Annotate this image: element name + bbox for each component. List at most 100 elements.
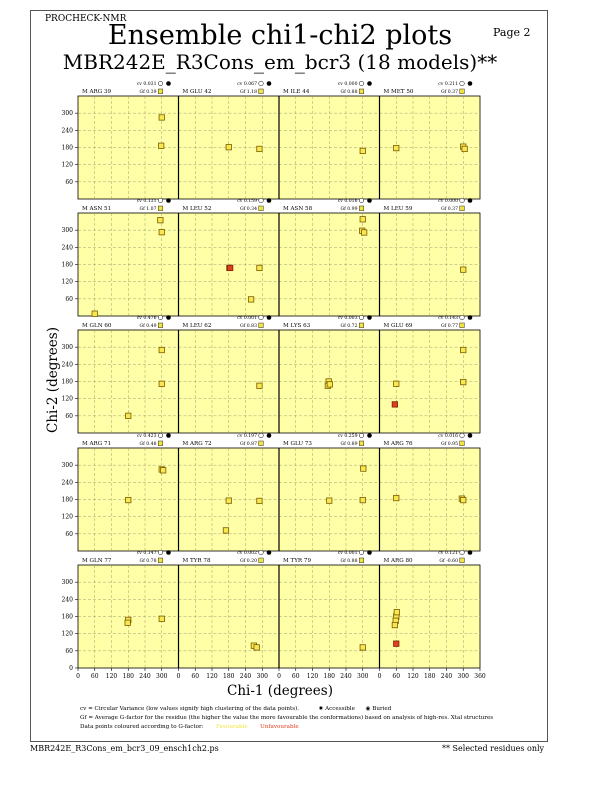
clock-icon	[459, 197, 465, 204]
panel-gf-label: Gf 0.88	[340, 558, 357, 564]
data-point	[460, 346, 467, 354]
buried-icon: ◉	[365, 706, 371, 712]
x-tick-label: 300	[458, 673, 470, 680]
data-point	[125, 412, 132, 419]
gfactor-swatch-icon	[359, 557, 365, 563]
gfactor-swatch-icon	[459, 88, 465, 94]
panel-cv-label: cv 0.211	[438, 81, 458, 87]
accessibility-icon	[166, 550, 171, 555]
panel-residue-label: M MET 50	[384, 89, 414, 95]
gfactor-swatch-icon	[157, 205, 163, 211]
accessibility-icon	[266, 315, 272, 320]
data-point	[247, 296, 255, 303]
accessibility-icon	[367, 550, 372, 555]
panel-cv-label: cv 0.067	[237, 81, 257, 87]
gfactor-swatch-icon	[359, 205, 365, 211]
y-tick-label: 120	[62, 162, 74, 169]
clock-icon	[258, 314, 264, 321]
panel-cv-label: cv 0.001	[338, 550, 358, 556]
clock-icon	[258, 432, 264, 439]
clock-icon	[459, 549, 465, 556]
gfactor-swatch-icon	[258, 322, 264, 328]
data-point	[256, 497, 263, 505]
y-tick-label: 240	[62, 361, 74, 368]
panel-gf-label: Gf 0.49	[139, 323, 156, 329]
clock-icon	[258, 549, 264, 556]
clock-icon	[258, 197, 264, 204]
accessibility-icon	[367, 433, 372, 438]
y-tick-label: 60	[65, 413, 73, 420]
page-number: Page 2	[493, 26, 531, 39]
clock-icon	[358, 80, 365, 87]
data-point	[359, 216, 366, 223]
data-point	[461, 145, 468, 153]
clock-icon	[157, 314, 164, 321]
panel-cv-label: cv 0.016	[338, 198, 358, 204]
panel-residue-label: M GLN 77	[82, 558, 112, 564]
data-point	[359, 147, 366, 155]
legend-cv-line: cv = Circular Variance (low values signi…	[80, 706, 391, 712]
data-point	[393, 494, 400, 502]
unfavourable-point	[227, 264, 234, 272]
unfavourable-point	[391, 401, 398, 408]
panel-cv-label: cv 0.002	[237, 550, 257, 556]
panel-gf-label: Gf 0.78	[139, 558, 156, 564]
data-point	[393, 609, 400, 616]
chart-subtitle: MBR242E_R3Cons_em_bcr3 (18 models)**	[62, 50, 498, 74]
panel-cv-label: cv 0.016	[438, 433, 458, 439]
data-point	[360, 465, 367, 472]
accessibility-icon	[166, 433, 171, 438]
panel-residue-label: M ARG 39	[82, 89, 112, 95]
x-tick-label: 0	[277, 673, 281, 680]
y-tick-label: 120	[62, 396, 74, 403]
panel-gf-label: Gf 0.83	[240, 323, 257, 329]
panel-residue-label: M TYR 79	[283, 558, 311, 564]
panel-residue-label: M LEU 59	[384, 206, 413, 212]
x-axis-label: Chi-1 (degrees)	[227, 683, 333, 699]
data-point	[124, 619, 131, 626]
panel-cv-label: cv 0.423	[137, 433, 157, 439]
data-point	[125, 496, 132, 504]
data-point	[391, 621, 398, 629]
x-tick-label: 240	[441, 673, 453, 680]
panel-gf-label: Gf 0.95	[441, 441, 458, 447]
gfactor-swatch-icon	[157, 440, 163, 446]
accessibility-icon	[266, 550, 272, 555]
x-tick-label: 240	[340, 673, 352, 680]
gfactor-swatch-icon	[258, 205, 264, 211]
clock-icon	[157, 197, 164, 204]
data-point	[158, 346, 165, 354]
page-frame	[30, 10, 548, 742]
panel-gf-label: Gf 0.87	[240, 441, 257, 447]
accessibility-icon	[467, 198, 473, 203]
data-point	[393, 380, 400, 387]
panel-gf-label: Gf 0.34	[240, 206, 257, 212]
panel-gf-label: Gf 0.37	[441, 206, 458, 212]
panel-gf-label: Gf 0.72	[340, 323, 357, 329]
panel-gf-label: Gf 0.77	[441, 323, 458, 329]
gfactor-swatch-icon	[459, 322, 465, 328]
gfactor-swatch-icon	[459, 205, 465, 211]
data-point	[361, 229, 368, 236]
y-tick-label: 180	[62, 614, 74, 621]
clock-icon	[358, 314, 365, 321]
y-tick-label: 60	[65, 531, 73, 538]
chart-title: Ensemble chi1-chi2 plots	[107, 20, 453, 51]
clock-icon	[358, 549, 365, 556]
gfactor-swatch-icon	[359, 322, 365, 328]
gfactor-swatch-icon	[258, 440, 264, 446]
data-point	[158, 615, 165, 622]
x-tick-label: 120	[307, 673, 319, 680]
panel-gf-label: Gf 0.89	[340, 441, 357, 447]
data-point	[359, 496, 366, 504]
data-point	[326, 381, 333, 388]
y-tick-label: 120	[62, 279, 74, 286]
x-tick-label: 180	[324, 673, 336, 680]
panel-residue-label: M GLN 60	[82, 323, 112, 329]
y-tick-label: 240	[62, 479, 74, 486]
accessibility-icon	[367, 81, 372, 86]
clock-icon	[358, 197, 365, 204]
legend-unfavourable: Unfavourable	[260, 724, 299, 730]
gfactor-swatch-icon	[258, 88, 264, 94]
data-point	[222, 527, 230, 534]
